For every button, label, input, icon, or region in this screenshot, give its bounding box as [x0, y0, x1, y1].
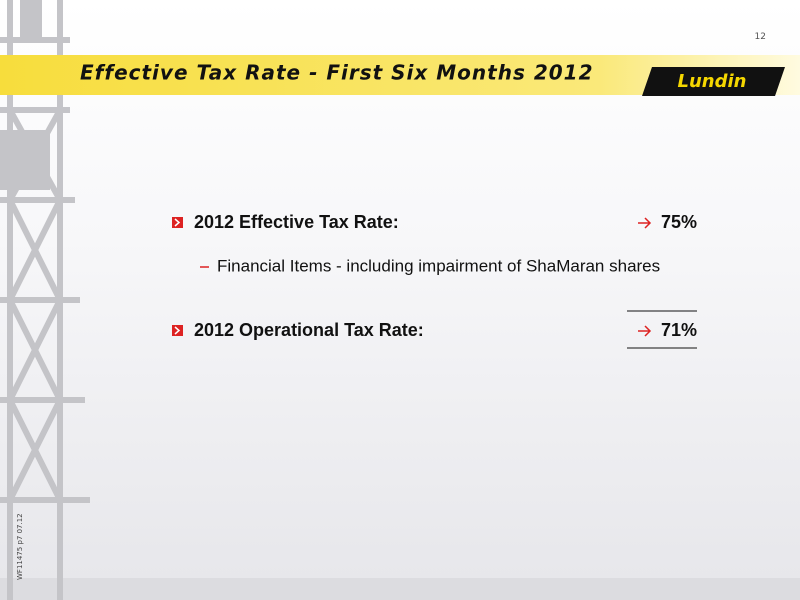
- arrow-icon: [638, 325, 652, 337]
- bullet-icon: [172, 325, 183, 336]
- page-number: 12: [755, 32, 766, 42]
- logo: Lundin: [642, 67, 785, 96]
- item-value: 71%: [661, 320, 697, 340]
- footer-code: WF11475 p7 07.12: [16, 513, 24, 580]
- item-label: 2012 Operational Tax Rate:: [194, 320, 424, 340]
- arrow-icon: [638, 217, 652, 229]
- logo-text: Lundin: [678, 71, 747, 92]
- derrick-silhouette: [0, 0, 90, 600]
- bullet-icon: [172, 217, 183, 228]
- sub-item-label: Financial Items - including impairment o…: [217, 256, 660, 275]
- slide-title: Effective Tax Rate - First Six Months 20…: [80, 61, 593, 85]
- item-label: 2012 Effective Tax Rate:: [194, 212, 399, 232]
- bottom-strip: [0, 578, 800, 600]
- item-value: 75%: [661, 212, 697, 232]
